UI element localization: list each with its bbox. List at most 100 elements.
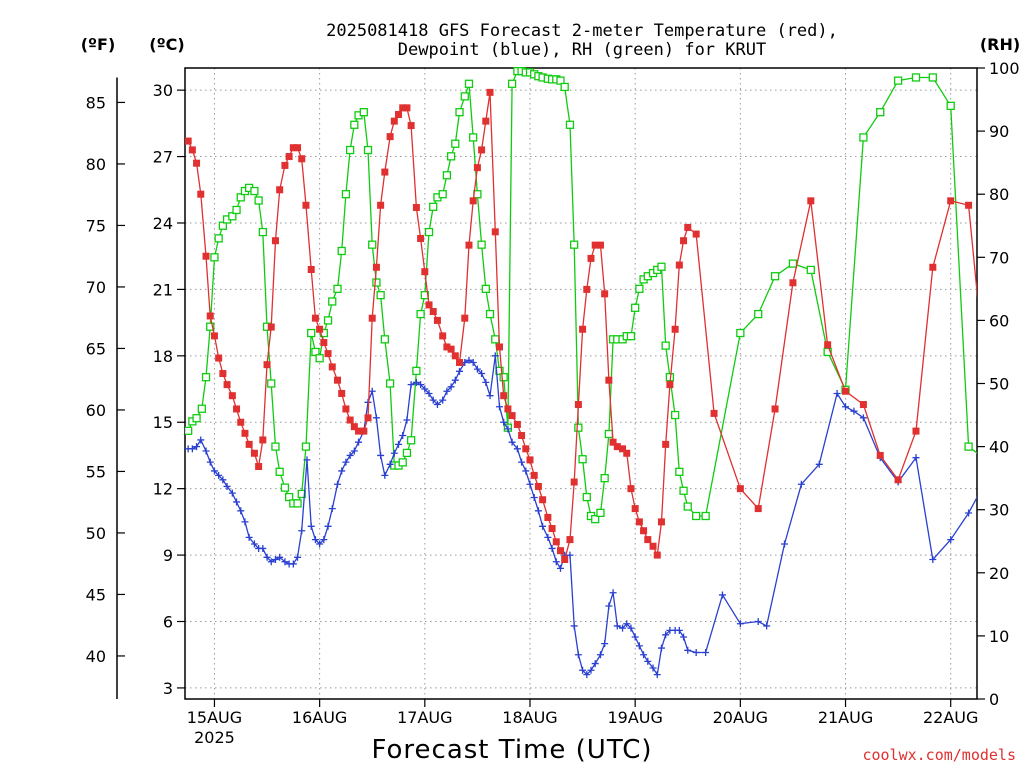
rh-point	[582, 492, 591, 502]
temperature-point	[197, 190, 205, 198]
temperature-point	[526, 456, 534, 464]
temperature-point	[482, 117, 490, 125]
rh-point	[307, 328, 316, 338]
temperature-point	[518, 432, 526, 440]
dewpoint-point	[197, 436, 205, 444]
dewpoint-point	[591, 660, 599, 668]
temperature-point	[210, 332, 218, 340]
dewpoint-point	[587, 666, 595, 674]
dewpoint-point	[447, 383, 455, 391]
dewpoint-point	[473, 365, 481, 373]
temperature-point	[556, 547, 564, 555]
x-tick-year-label: 2025	[194, 728, 235, 747]
dewpoint-point	[1018, 472, 1024, 479]
series-layer	[185, 67, 1024, 679]
rh-point	[438, 190, 447, 199]
temperature-point	[259, 436, 267, 444]
dewpoint-point	[324, 522, 332, 530]
dewpoint-point	[653, 671, 661, 679]
dewpoint-point	[412, 378, 420, 386]
temperature-point	[368, 314, 376, 322]
dewpoint-point	[623, 620, 631, 628]
temperature-point	[710, 409, 718, 417]
celsius-tick-label: 3	[163, 679, 173, 698]
temperature-point	[245, 440, 253, 448]
temperature-point	[407, 122, 415, 130]
temperature-point	[372, 263, 380, 271]
temperature-point	[807, 197, 815, 205]
temperature-point	[736, 485, 744, 493]
rh-point	[214, 234, 223, 243]
temperature-point	[1000, 410, 1007, 417]
dewpoint-point	[202, 447, 210, 455]
rh-tick-label: 90	[989, 122, 1009, 141]
dewpoint-point	[311, 536, 319, 544]
temperature-point	[649, 542, 657, 550]
dewpoint-point	[965, 509, 973, 517]
temperature-point	[771, 405, 779, 413]
dewpoint-point	[850, 407, 858, 415]
temperature-point	[965, 201, 973, 209]
x-tick-label: 20AUG	[713, 708, 768, 727]
rh-point	[556, 76, 565, 85]
dewpoint-point	[421, 385, 429, 393]
rh-point	[604, 429, 614, 439]
temperature-point	[473, 164, 481, 172]
dewpoint-point	[518, 458, 526, 466]
rh-point	[635, 284, 644, 294]
x-tick-label: 16AUG	[292, 708, 347, 727]
fahrenheit-tick-label: 75	[86, 216, 106, 235]
rh-tick-label: 80	[989, 185, 1009, 204]
credit-text: coolwx.com/models	[862, 746, 1016, 764]
temperature-point	[601, 290, 609, 298]
rh-unit-label: (RH)	[980, 35, 1020, 54]
temperature-point	[912, 427, 920, 435]
temperature-point	[513, 420, 521, 428]
dewpoint-point	[640, 651, 648, 659]
rh-point	[823, 347, 832, 357]
dewpoint-point	[338, 467, 346, 475]
rh-point	[683, 502, 692, 511]
dewpoint-point	[276, 553, 284, 561]
temperature-point	[613, 443, 621, 451]
series-rh	[185, 67, 977, 524]
rh-point	[236, 193, 245, 202]
temperature-point	[342, 405, 350, 413]
rh-point	[232, 205, 241, 215]
x-tick-label: 21AUG	[818, 708, 873, 727]
temperature-point	[684, 223, 692, 231]
rh-point	[701, 511, 710, 521]
temperature-point	[320, 339, 328, 347]
temperature-point	[591, 241, 599, 249]
dewpoint-point	[188, 445, 196, 453]
rh-point	[464, 79, 474, 88]
temperature-point	[789, 279, 797, 287]
dewpoint-point	[763, 622, 771, 630]
rh-point	[363, 145, 373, 155]
temperature-point	[548, 525, 556, 533]
rh-point	[284, 492, 294, 502]
temperature-point	[233, 405, 241, 413]
rh-point	[218, 221, 228, 230]
temperature-point	[412, 203, 420, 211]
rh-tick-label: 40	[989, 438, 1009, 457]
dewpoint-point	[619, 624, 627, 632]
celsius-tick-label: 18	[153, 347, 173, 366]
rh-tick-label: 10	[989, 627, 1009, 646]
dewpoint-point	[570, 622, 578, 630]
rh-point	[469, 133, 478, 142]
rh-tick-label: 100	[989, 59, 1020, 78]
dewpoint-point	[548, 544, 556, 552]
dewpoint-point	[631, 633, 639, 641]
dewpoint-point	[193, 443, 201, 451]
dewpoint-point	[574, 651, 582, 659]
dewpoint-point	[601, 640, 609, 648]
celsius-tick-label: 30	[153, 81, 173, 100]
dewpoint-point	[215, 471, 223, 479]
rh-point	[670, 410, 680, 420]
dewpoint-point	[320, 536, 328, 544]
dewpoint-point	[233, 498, 241, 506]
rh-point	[661, 341, 670, 350]
dewpoint-point	[451, 376, 459, 384]
dewpoint-point	[534, 507, 542, 515]
